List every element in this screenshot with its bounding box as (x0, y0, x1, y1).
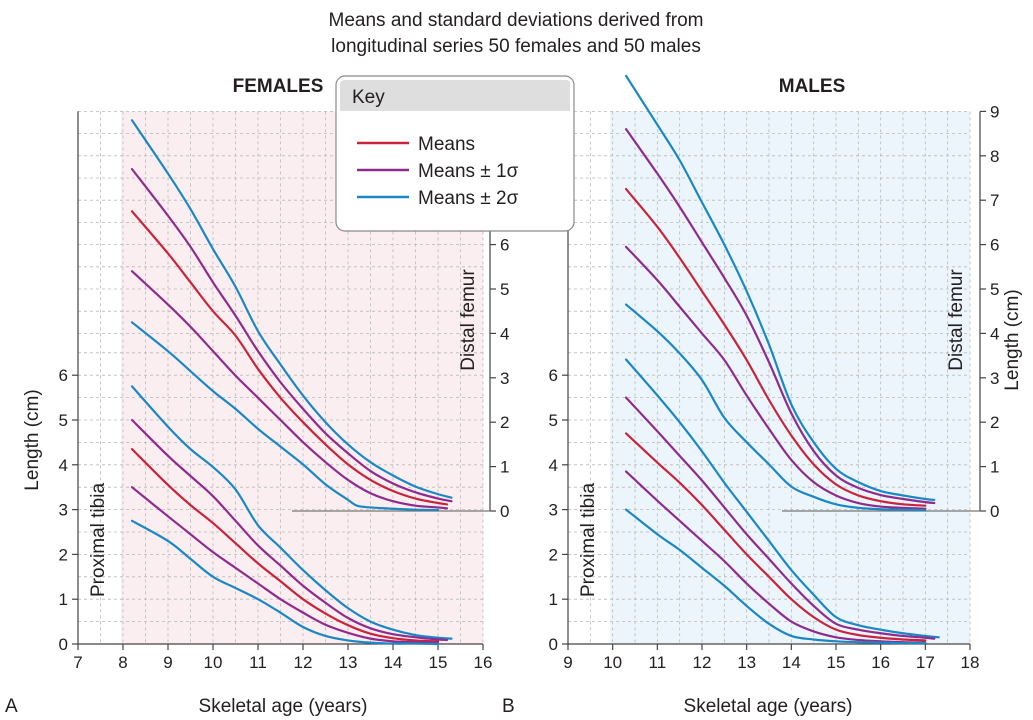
femur-curve-sd2-lower (624, 303, 927, 512)
x-tick-label: 18 (961, 653, 980, 672)
tibia-curve-sd1-upper (624, 396, 936, 640)
tibia-curve-sd2-lower (624, 508, 927, 645)
key-legend: Key Means Means ± 1σ Means ± 2σ (335, 75, 575, 232)
tibia-y-tick-label: 6 (549, 366, 558, 385)
x-tick-label: 14 (384, 653, 403, 672)
femur-y-tick-label: 1 (990, 458, 999, 477)
x-tick-label: 16 (474, 653, 493, 672)
tibia-y-tick-label: 0 (59, 635, 68, 654)
femur-y-tick-label: 9 (990, 102, 999, 121)
femur-y-tick-label: 1 (500, 458, 509, 477)
secondary-y-axis-label: Length (cm) (1002, 289, 1023, 390)
femur-curve-sd1-lower (130, 270, 449, 510)
x-tick-label: 13 (737, 653, 756, 672)
femur-curve-sd2-lower (130, 321, 440, 512)
femur-y-tick-label: 2 (990, 413, 999, 432)
proximal-tibia-label: Proximal tibia (578, 483, 599, 597)
femur-y-tick-label: 5 (500, 280, 509, 299)
x-tick-label: 15 (827, 653, 846, 672)
femur-curve-sd2-upper (130, 119, 453, 499)
tibia-y-tick-label: 1 (59, 590, 68, 609)
femur-curve-sd1-upper (624, 128, 936, 505)
femur-curve-sd1-lower (624, 245, 927, 510)
femur-y-tick-label: 3 (990, 369, 999, 388)
key-label-mean: Means (418, 134, 475, 155)
x-tick-label: 11 (649, 653, 667, 672)
tibia-y-tick-label: 4 (549, 456, 558, 475)
x-tick-label: 12 (693, 653, 712, 672)
tibia-y-tick-label: 3 (59, 501, 68, 520)
tibia-curve-sd1-upper (130, 418, 449, 642)
x-tick-label: 9 (163, 653, 172, 672)
x-tick-label: 10 (204, 653, 223, 672)
y-axis-label: Length (cm) (22, 389, 43, 490)
tibia-y-tick-label: 4 (59, 456, 68, 475)
tibia-y-tick-label: 1 (549, 590, 558, 609)
femur-y-tick-label: 0 (500, 502, 509, 521)
femur-y-tick-label: 4 (500, 324, 509, 343)
panel-letter: A (5, 696, 18, 717)
key-heading: Key (352, 87, 385, 108)
proximal-tibia-label: Proximal tibia (88, 483, 109, 597)
femur-y-tick-label: 8 (990, 147, 999, 166)
femur-curve-sd1-upper (130, 168, 453, 503)
chart-title-line1: Means and standard deviations derived fr… (329, 10, 704, 31)
femur-y-tick-label: 4 (990, 324, 999, 343)
males-panel: 9 10 11 12 13 14 15 16 17 1801234560123456789MALE… (502, 74, 1023, 717)
x-tick-label: 7 (73, 653, 82, 672)
tibia-curve-sd2-upper (624, 358, 940, 639)
key-entries: Means Means ± 1σ Means ± 2σ (357, 134, 519, 209)
femur-y-tick-label: 2 (500, 413, 509, 432)
tibia-y-tick-label: 2 (549, 545, 558, 564)
x-tick-label: 10 (603, 653, 622, 672)
tibia-y-tick-label: 0 (549, 635, 558, 654)
tibia-y-tick-label: 5 (59, 411, 68, 430)
key-label-sd2: Means ± 2σ (418, 188, 519, 209)
panel-background (610, 111, 970, 644)
x-tick-label: 17 (916, 653, 935, 672)
x-axis-label: Skeletal age (years) (684, 696, 853, 717)
tibia-curve-mean-mid (624, 432, 927, 642)
key-heading-bar (340, 80, 570, 111)
x-tick-label: 13 (339, 653, 358, 672)
panel-title: MALES (779, 76, 846, 97)
tibia-curve-sd2-upper (130, 385, 453, 640)
x-tick-label: 11 (249, 653, 267, 672)
tibia-y-tick-label: 3 (549, 501, 558, 520)
key-box (335, 75, 575, 232)
x-tick-label: 8 (118, 653, 127, 672)
tibia-y-tick-label: 2 (59, 545, 68, 564)
tibia-curve-mean-mid (130, 448, 440, 643)
femur-y-tick-label: 0 (990, 502, 999, 521)
panel-letter: B (502, 696, 515, 717)
key-label-sd1: Means ± 1σ (418, 161, 519, 182)
x-tick-label: 14 (782, 653, 801, 672)
tibia-curve-sd2-lower (130, 519, 440, 646)
tibia-curve-sd1-lower (624, 470, 927, 644)
distal-femur-label: Distal femur (946, 269, 967, 371)
tibia-y-tick-label: 5 (549, 411, 558, 430)
panel-title: FEMALES (233, 76, 324, 97)
x-tick-label: 9 (563, 653, 572, 672)
femur-curve-sd2-upper (624, 74, 936, 501)
femur-y-tick-label: 6 (500, 236, 509, 255)
x-tick-label: 12 (294, 653, 313, 672)
femur-y-tick-label: 7 (990, 191, 999, 210)
x-tick-label: 15 (429, 653, 448, 672)
tibia-curve-sd1-lower (130, 486, 440, 644)
femur-curve-mean-mid (624, 188, 927, 507)
tibia-y-tick-label: 6 (59, 366, 68, 385)
femur-y-tick-label: 6 (990, 236, 999, 255)
chart-title-line2: longitudinal series 50 females and 50 ma… (331, 36, 701, 57)
femur-curve-mean-mid (130, 210, 449, 506)
x-axis-label: Skeletal age (years) (199, 696, 368, 717)
x-tick-label: 16 (871, 653, 890, 672)
femur-y-tick-label: 3 (500, 369, 509, 388)
distal-femur-label: Distal femur (458, 269, 479, 371)
femur-y-tick-label: 5 (990, 280, 999, 299)
